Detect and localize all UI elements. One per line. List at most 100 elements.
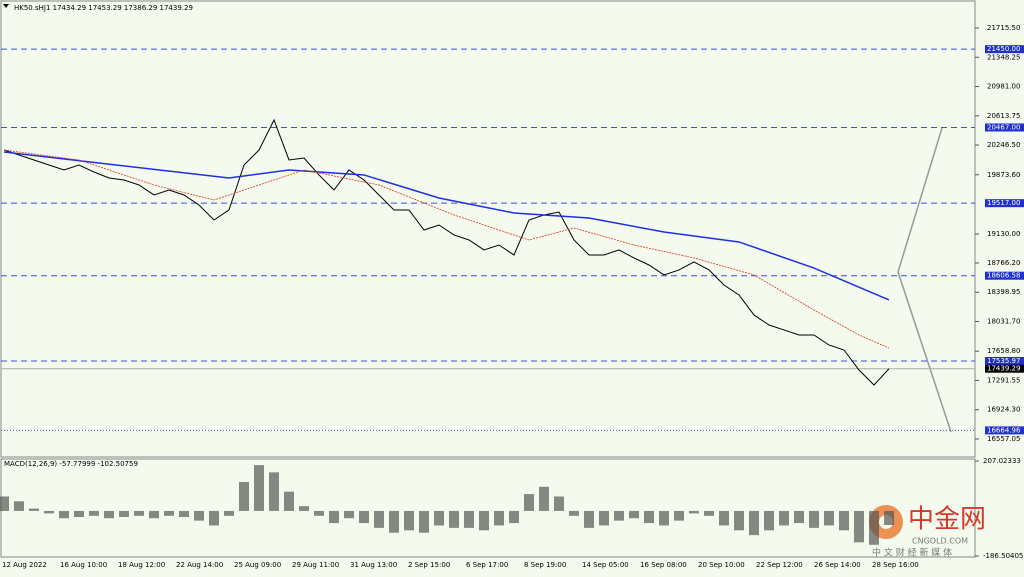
- macd-bar: [14, 501, 24, 511]
- y-tick-label: 20613.75: [987, 112, 1020, 120]
- macd-bar: [134, 510, 144, 516]
- x-tick-label: 8 Sep 19:00: [524, 561, 566, 569]
- macd-bar: [374, 510, 384, 528]
- y-tick-label: 21348.25: [987, 53, 1020, 61]
- macd-bar: [749, 510, 759, 536]
- macd-bar: [719, 510, 729, 526]
- price-panel: [0, 0, 976, 458]
- macd-bar: [104, 510, 114, 519]
- macd-bar: [779, 510, 789, 526]
- macd-bar: [119, 510, 129, 518]
- x-tick-label: 31 Aug 13:00: [350, 561, 397, 569]
- x-tick-label: 2 Sep 15:00: [408, 561, 450, 569]
- macd-bar: [389, 510, 399, 533]
- macd-bar: [614, 510, 624, 521]
- macd-tick-label: -186.50405: [983, 552, 1023, 560]
- macd-bar: [0, 496, 9, 511]
- level-label: 17535.97: [987, 357, 1020, 365]
- macd-bar: [554, 496, 564, 511]
- macd-bar: [704, 510, 714, 516]
- level-label: 19517.00: [987, 199, 1020, 207]
- x-tick-label: 25 Aug 09:00: [234, 561, 281, 569]
- macd-bar: [689, 510, 699, 514]
- level-tag: [985, 356, 1024, 365]
- x-tick-label: 14 Sep 05:00: [582, 561, 629, 569]
- macd-bar: [284, 491, 294, 511]
- y-tick-label: 19130.00: [987, 230, 1020, 238]
- x-tick-label: 12 Aug 2022: [2, 561, 47, 569]
- macd-bar: [224, 510, 234, 516]
- menu-arrow: [3, 4, 9, 8]
- projection: [897, 127, 952, 433]
- level-tag: [985, 271, 1024, 280]
- macd-bar: [659, 510, 669, 526]
- macd-bar: [734, 510, 744, 531]
- y-tick-label: 18398.95: [987, 288, 1020, 296]
- x-tick-label: 29 Aug 11:00: [292, 561, 339, 569]
- macd-bar: [584, 510, 594, 528]
- macd-bar: [569, 510, 579, 516]
- macd-tick-label: 207.02333: [983, 457, 1021, 465]
- macd-bar: [299, 506, 309, 511]
- macd-label: MACD(12,26,9) -57.77999 -102.50759: [4, 460, 138, 468]
- x-tick-label: 28 Sep 16:00: [872, 561, 919, 569]
- macd-bar: [599, 510, 609, 526]
- macd-bar: [419, 510, 429, 533]
- x-tick-label: 20 Sep 10:00: [698, 561, 745, 569]
- macd-bar: [539, 486, 549, 511]
- logo-site: CNGOLD.COM: [912, 537, 968, 546]
- macd-bar: [44, 510, 54, 514]
- macd-bar: [359, 510, 369, 524]
- y-tick-label: 21715.50: [987, 24, 1020, 32]
- level-tag: [985, 426, 1024, 435]
- macd-bar: [884, 510, 894, 525]
- macd-bar: [254, 465, 264, 511]
- y-tick-label: 18766.20: [987, 259, 1020, 267]
- macd-bar: [644, 510, 654, 524]
- y-tick-label: 16924.30: [987, 406, 1020, 414]
- level-label: 16664.96: [987, 426, 1021, 434]
- x-tick-label: 18 Aug 12:00: [118, 561, 165, 569]
- current-tag: [985, 364, 1024, 373]
- moving-average: [3, 151, 890, 301]
- level-label: 21450.00: [987, 45, 1020, 53]
- macd-bar: [164, 510, 174, 516]
- x-tick-label: 26 Sep 14:00: [814, 561, 861, 569]
- macd-bar: [794, 510, 804, 524]
- level-label: 20467.00: [987, 123, 1020, 131]
- macd-bar: [494, 510, 504, 526]
- price-line: [3, 118, 890, 386]
- level-label: 18606.58: [987, 272, 1020, 280]
- macd-bar: [629, 510, 639, 519]
- macd-bar: [509, 510, 519, 524]
- moving-average: [3, 149, 890, 349]
- x-tick-label: 22 Sep 12:00: [756, 561, 803, 569]
- y-tick-label: 20981.00: [987, 83, 1020, 91]
- macd-bar: [89, 510, 99, 516]
- macd-bar: [479, 510, 489, 531]
- macd-bar: [854, 510, 864, 543]
- macd-bar: [764, 510, 774, 531]
- y-tick-label: 20246.50: [987, 141, 1020, 149]
- macd-bar: [29, 508, 39, 511]
- macd-bar: [194, 510, 204, 521]
- macd-bar: [674, 510, 684, 521]
- macd-bar: [209, 510, 219, 526]
- macd-bar: [74, 510, 84, 518]
- current-label: 17439.29: [987, 365, 1020, 373]
- logo-slogan: 中 文 财 经 新 媒 体: [872, 547, 952, 559]
- macd-bar: [59, 510, 69, 519]
- level-tag: [985, 199, 1024, 208]
- logo-name: 中金网: [908, 505, 986, 535]
- header: HK50.sHJ1 17434.29 17453.29 17386.29 174…: [14, 4, 193, 12]
- macd-bar: [809, 510, 819, 528]
- x-tick-label: 6 Sep 17:00: [466, 561, 508, 569]
- macd-bar: [239, 482, 249, 511]
- macd-bar: [149, 510, 159, 519]
- macd-panel: [0, 458, 976, 558]
- macd-bar: [869, 510, 879, 545]
- macd-bar: [404, 510, 414, 531]
- x-tick-label: 22 Aug 14:00: [176, 561, 223, 569]
- macd-bar: [329, 510, 339, 524]
